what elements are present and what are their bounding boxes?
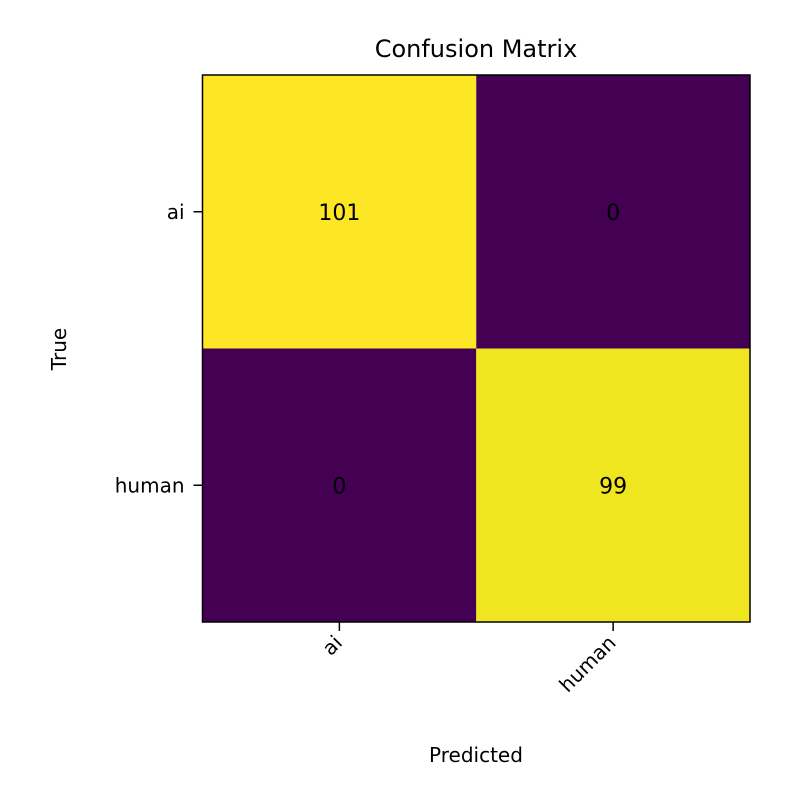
- x-tick-label-human: human: [554, 631, 620, 697]
- x-axis: ai human: [317, 622, 621, 697]
- heatmap-cell-human-human: [476, 348, 750, 622]
- cell-value-label-ai-ai: 101: [318, 201, 360, 226]
- plot-frame: [201, 74, 751, 623]
- cell-value-label-ai-human: 0: [606, 201, 620, 226]
- heatmap-cell-ai-human: [476, 75, 750, 349]
- x-axis-label: Predicted: [429, 743, 523, 767]
- chart-title: Confusion Matrix: [375, 35, 578, 63]
- heatmap-cells: [202, 75, 750, 622]
- heatmap-cell-labels: 101 0 0 99: [318, 201, 627, 500]
- heatmap-cell-ai-ai: [202, 75, 477, 349]
- heatmap-cell-human-ai: [202, 348, 477, 622]
- y-tick-label-ai: ai: [167, 200, 185, 224]
- cell-value-label-human-human: 99: [599, 474, 627, 499]
- y-axis-label: True: [47, 328, 71, 371]
- cell-value-label-human-ai: 0: [332, 474, 346, 499]
- y-axis: ai human: [115, 200, 203, 497]
- y-tick-label-human: human: [115, 473, 185, 497]
- x-tick-label-ai: ai: [317, 631, 347, 661]
